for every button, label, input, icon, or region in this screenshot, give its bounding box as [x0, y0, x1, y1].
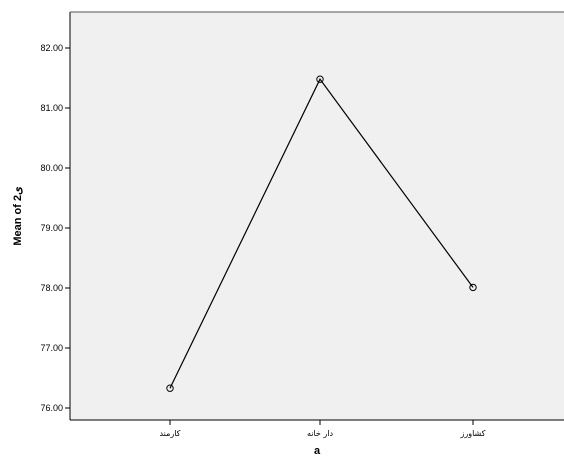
- x-tick-label: کشاورز: [460, 429, 486, 438]
- x-tick-label: کارمند: [159, 429, 180, 438]
- series-line-group: [166, 75, 477, 392]
- x-axis-ticks: کارمند دار خانه کشاورز: [159, 420, 486, 438]
- y-tick-label: 78.00: [40, 283, 63, 293]
- y-axis-title: Mean of 2ی: [12, 186, 24, 246]
- y-tick-label: 81.00: [40, 103, 63, 113]
- series-line: [169, 78, 474, 389]
- y-axis-ticks: 76.00 77.00 78.00 79.00 80.00 81.00 82.00: [40, 43, 70, 413]
- y-tick-label: 82.00: [40, 43, 63, 53]
- data-point: [469, 283, 477, 292]
- y-tick-label: 79.00: [40, 223, 63, 233]
- plot-area: [70, 12, 564, 420]
- x-axis-title: a: [314, 445, 321, 457]
- y-tick-label: 76.00: [40, 403, 63, 413]
- y-tick-label: 80.00: [40, 163, 63, 173]
- data-point: [316, 75, 324, 83]
- x-tick-label: دار خانه: [307, 429, 334, 438]
- data-point: [166, 384, 174, 392]
- y-tick-label: 77.00: [40, 343, 63, 353]
